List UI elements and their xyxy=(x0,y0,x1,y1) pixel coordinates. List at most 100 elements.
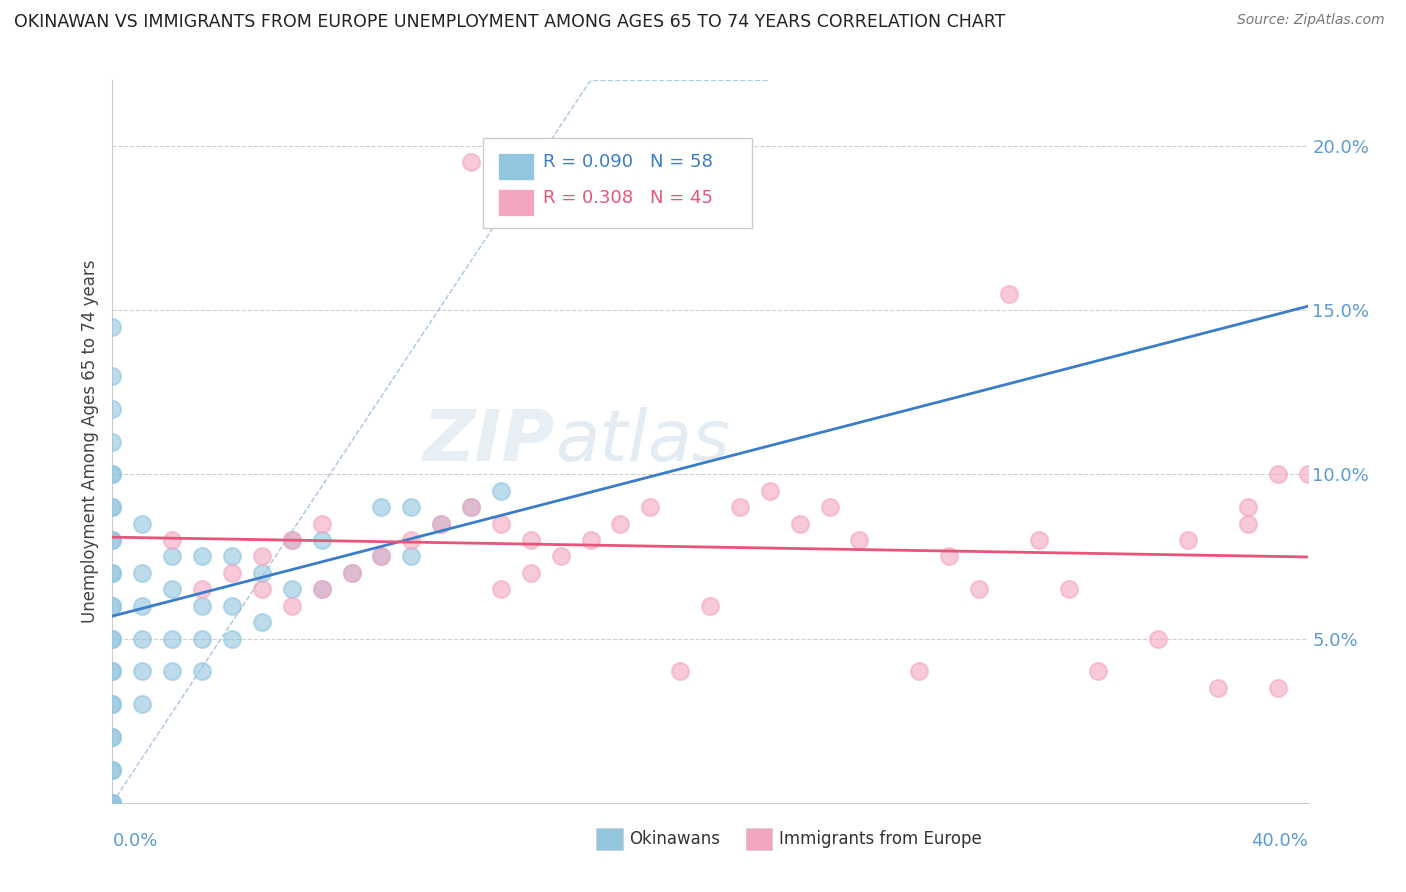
Bar xyxy=(596,828,623,850)
Point xyxy=(489,582,512,597)
Point xyxy=(938,549,960,564)
Point xyxy=(101,566,124,580)
Point xyxy=(489,483,512,498)
Point xyxy=(101,566,124,580)
Point xyxy=(101,368,124,383)
Point xyxy=(162,533,183,547)
Point xyxy=(101,500,124,515)
Point xyxy=(101,665,124,679)
Text: 0.0%: 0.0% xyxy=(112,831,157,850)
Point xyxy=(101,599,124,613)
Point xyxy=(311,582,333,597)
Point xyxy=(131,665,153,679)
Point xyxy=(699,599,721,613)
Point xyxy=(281,582,304,597)
Text: ZIP: ZIP xyxy=(422,407,554,476)
Point xyxy=(669,665,692,679)
Point xyxy=(370,549,392,564)
Point xyxy=(401,549,423,564)
Point xyxy=(1267,681,1289,695)
Point xyxy=(1057,582,1080,597)
Point xyxy=(250,582,273,597)
Point xyxy=(281,599,304,613)
Point xyxy=(401,500,423,515)
Point xyxy=(101,763,124,777)
Point xyxy=(759,483,782,498)
Text: N = 45: N = 45 xyxy=(651,188,713,207)
Point xyxy=(340,566,363,580)
Point xyxy=(131,632,153,646)
Point xyxy=(191,599,214,613)
Point xyxy=(370,500,392,515)
Point xyxy=(131,516,153,531)
Point xyxy=(1028,533,1050,547)
Point xyxy=(311,582,333,597)
Point xyxy=(221,549,243,564)
Point xyxy=(1147,632,1170,646)
Point xyxy=(101,698,124,712)
Point xyxy=(370,549,392,564)
Point xyxy=(191,665,214,679)
Point xyxy=(162,549,183,564)
Point xyxy=(609,516,631,531)
Point xyxy=(221,632,243,646)
Point xyxy=(101,632,124,646)
Point xyxy=(250,549,273,564)
Point xyxy=(162,582,183,597)
Point xyxy=(1206,681,1229,695)
Point xyxy=(101,763,124,777)
Point xyxy=(1296,467,1319,482)
Point xyxy=(101,401,124,416)
Point xyxy=(250,566,273,580)
Point xyxy=(967,582,990,597)
Point xyxy=(728,500,751,515)
Point xyxy=(221,566,243,580)
Text: 40.0%: 40.0% xyxy=(1251,831,1308,850)
Point xyxy=(101,730,124,744)
Point xyxy=(101,632,124,646)
Point xyxy=(401,533,423,547)
Point xyxy=(430,516,453,531)
Bar xyxy=(499,188,534,216)
Point xyxy=(101,796,124,810)
Point xyxy=(101,796,124,810)
Point xyxy=(101,434,124,449)
Point xyxy=(101,533,124,547)
Point xyxy=(430,516,453,531)
Point xyxy=(579,533,602,547)
Point xyxy=(101,533,124,547)
Point xyxy=(101,467,124,482)
Point xyxy=(162,665,183,679)
Text: N = 58: N = 58 xyxy=(651,153,713,170)
Point xyxy=(281,533,304,547)
Point xyxy=(998,286,1021,301)
Point xyxy=(489,516,512,531)
Point xyxy=(848,533,870,547)
Point xyxy=(281,533,304,547)
Bar xyxy=(747,828,772,850)
Point xyxy=(191,549,214,564)
Point xyxy=(101,500,124,515)
Point xyxy=(1087,665,1109,679)
Point xyxy=(311,533,333,547)
Point xyxy=(221,599,243,613)
Point xyxy=(550,549,572,564)
Point xyxy=(460,500,482,515)
Text: OKINAWAN VS IMMIGRANTS FROM EUROPE UNEMPLOYMENT AMONG AGES 65 TO 74 YEARS CORREL: OKINAWAN VS IMMIGRANTS FROM EUROPE UNEMP… xyxy=(14,13,1005,31)
Point xyxy=(101,665,124,679)
Point xyxy=(460,500,482,515)
Point xyxy=(101,698,124,712)
Point xyxy=(1237,500,1260,515)
Point xyxy=(1177,533,1199,547)
Point xyxy=(311,516,333,531)
Text: R = 0.090: R = 0.090 xyxy=(543,153,633,170)
Point xyxy=(818,500,841,515)
Point xyxy=(460,155,482,169)
Point xyxy=(250,615,273,630)
Text: R = 0.308: R = 0.308 xyxy=(543,188,633,207)
Point xyxy=(131,599,153,613)
Point xyxy=(101,467,124,482)
Bar xyxy=(499,153,534,180)
Point xyxy=(1267,467,1289,482)
Point xyxy=(520,566,543,580)
